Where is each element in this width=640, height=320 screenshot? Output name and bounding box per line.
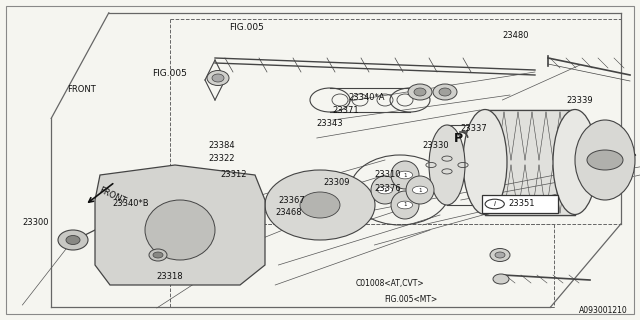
Ellipse shape [207,70,229,85]
Circle shape [412,186,428,194]
Text: FRONT: FRONT [67,85,96,94]
Circle shape [397,171,413,179]
Ellipse shape [58,230,88,250]
Ellipse shape [149,249,167,261]
Text: C01008<AT,CVT>: C01008<AT,CVT> [355,279,424,288]
Text: 23312: 23312 [221,170,247,179]
Text: P: P [453,132,463,145]
Ellipse shape [153,252,163,258]
Ellipse shape [463,109,507,214]
Ellipse shape [433,84,457,100]
Ellipse shape [145,200,215,260]
Ellipse shape [300,192,340,218]
Polygon shape [95,165,265,285]
Text: 23367: 23367 [278,196,305,204]
Text: 23337: 23337 [461,124,488,132]
Text: 23318: 23318 [157,272,184,281]
Ellipse shape [575,120,635,200]
Ellipse shape [265,170,375,240]
Text: 23339: 23339 [566,96,593,105]
Circle shape [378,186,393,194]
Ellipse shape [391,161,419,189]
Text: 23468: 23468 [275,208,302,217]
Text: 23343: 23343 [317,119,344,128]
Ellipse shape [408,84,432,100]
Text: 23480: 23480 [502,31,529,40]
Ellipse shape [391,191,419,219]
Ellipse shape [553,109,597,214]
Text: FIG.005: FIG.005 [152,69,187,78]
Text: 23371: 23371 [333,106,360,115]
Ellipse shape [495,252,505,258]
Ellipse shape [493,274,509,284]
Text: 23310: 23310 [374,170,401,179]
Text: FIG.005: FIG.005 [229,23,264,32]
Text: 23330: 23330 [422,141,449,150]
Ellipse shape [490,249,510,261]
Circle shape [397,201,413,209]
Ellipse shape [439,88,451,96]
Text: 1: 1 [403,172,407,178]
Ellipse shape [406,176,434,204]
Ellipse shape [587,150,623,170]
Text: 23340*A: 23340*A [349,93,385,102]
Ellipse shape [212,74,224,82]
Text: 1: 1 [383,188,387,193]
Ellipse shape [66,236,80,244]
Ellipse shape [371,176,399,204]
Text: 23322: 23322 [208,154,234,163]
Text: 23300: 23300 [22,218,49,227]
Text: 23309: 23309 [323,178,349,187]
FancyBboxPatch shape [482,195,558,213]
Text: 23384: 23384 [208,141,235,150]
Ellipse shape [429,125,465,205]
Text: 23376: 23376 [374,184,401,193]
Text: 1: 1 [419,188,422,193]
Text: FRONT: FRONT [97,186,127,206]
Text: 23351: 23351 [509,199,535,209]
Text: 1: 1 [403,203,407,207]
Polygon shape [485,110,575,215]
Text: 23340*B: 23340*B [112,199,148,208]
Text: i: i [493,201,496,207]
Ellipse shape [414,88,426,96]
Text: FIG.005<MT>: FIG.005<MT> [384,295,437,304]
Text: A093001210: A093001210 [579,306,627,315]
